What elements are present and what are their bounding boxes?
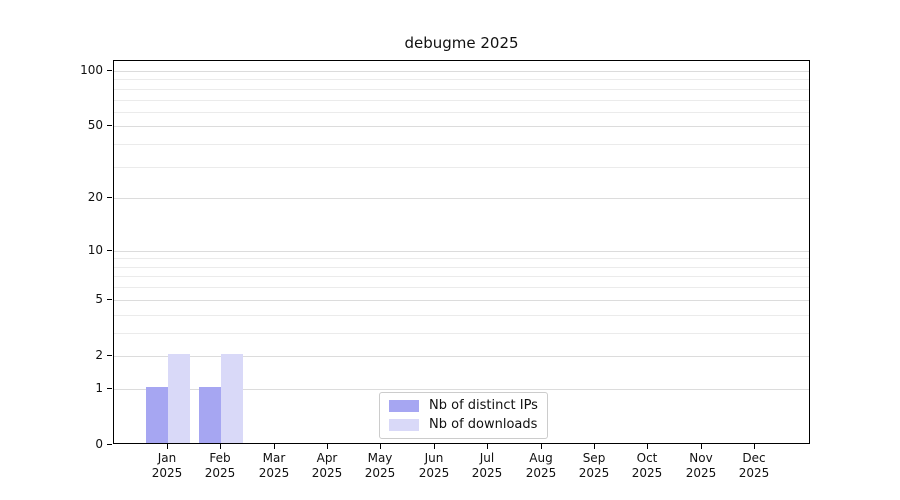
y-tick-label-2: 2 xyxy=(95,348,103,362)
x-label-year-jan: 2025 xyxy=(151,466,183,480)
bars-layer xyxy=(114,61,809,443)
bar-distinct-ips-jan-2025 xyxy=(146,387,168,443)
x-label-month-jun: Jun xyxy=(424,451,444,465)
x-label-aug-2025: Aug 2025 xyxy=(509,451,573,481)
bar-distinct-ips-feb-2025 xyxy=(199,387,221,443)
x-label-year-may: 2025 xyxy=(364,466,396,480)
chart-title: debugme 2025 xyxy=(404,34,519,52)
x-label-year-jun: 2025 xyxy=(418,466,450,480)
x-label-dec-2025: Dec 2025 xyxy=(722,451,786,481)
gridline-minor-7 xyxy=(114,276,809,277)
gridline-major-5 xyxy=(114,300,809,301)
gridline-minor-3 xyxy=(114,333,809,334)
x-tick-dec-2025 xyxy=(754,444,755,449)
x-label-jan-2025: Jan 2025 xyxy=(135,451,199,481)
gridline-major-1 xyxy=(114,389,809,390)
y-tick-5 xyxy=(107,299,112,300)
gridline-minor-70 xyxy=(114,100,809,101)
x-label-nov-2025: Nov 2025 xyxy=(669,451,733,481)
y-tick-1 xyxy=(107,388,112,389)
x-label-year-mar: 2025 xyxy=(258,466,290,480)
x-label-year-feb: 2025 xyxy=(204,466,236,480)
bar-downloads-feb-2025 xyxy=(221,354,243,443)
gridline-minor-9 xyxy=(114,258,809,259)
x-tick-feb-2025 xyxy=(220,444,221,449)
gridlines-layer xyxy=(114,61,809,443)
gridline-major-50 xyxy=(114,126,809,127)
x-label-month-aug: Aug xyxy=(529,451,553,465)
plot-area: Nb of distinct IPs Nb of downloads xyxy=(113,60,810,444)
gridline-minor-80 xyxy=(114,89,809,90)
x-label-month-mar: Mar xyxy=(262,451,286,465)
x-tick-jul-2025 xyxy=(487,444,488,449)
y-tick-10 xyxy=(107,250,112,251)
x-tick-may-2025 xyxy=(380,444,381,449)
x-label-month-nov: Nov xyxy=(689,451,713,465)
y-tick-label-50: 50 xyxy=(87,118,103,132)
legend-item-distinct-ips: Nb of distinct IPs xyxy=(389,398,538,414)
x-label-year-sep: 2025 xyxy=(578,466,610,480)
gridline-minor-6 xyxy=(114,287,809,288)
y-tick-label-20: 20 xyxy=(87,190,103,204)
x-label-year-dec: 2025 xyxy=(738,466,770,480)
x-tick-jan-2025 xyxy=(167,444,168,449)
gridline-minor-30 xyxy=(114,167,809,168)
legend-label-downloads: Nb of downloads xyxy=(429,417,538,432)
legend-item-downloads: Nb of downloads xyxy=(389,417,538,433)
legend-swatch-distinct-ips xyxy=(389,400,419,412)
y-tick-label-10: 10 xyxy=(87,243,103,257)
x-label-apr-2025: Apr 2025 xyxy=(295,451,359,481)
legend: Nb of distinct IPs Nb of downloads xyxy=(379,392,548,439)
x-label-year-jul: 2025 xyxy=(471,466,503,480)
y-tick-label-1: 1 xyxy=(95,381,103,395)
y-tick-2 xyxy=(107,355,112,356)
y-tick-label-5: 5 xyxy=(95,292,103,306)
x-label-month-feb: Feb xyxy=(209,451,231,465)
y-tick-label-0: 0 xyxy=(95,437,103,451)
x-label-mar-2025: Mar 2025 xyxy=(242,451,306,481)
x-label-year-aug: 2025 xyxy=(525,466,557,480)
x-tick-mar-2025 xyxy=(274,444,275,449)
x-tick-oct-2025 xyxy=(647,444,648,449)
x-label-oct-2025: Oct 2025 xyxy=(615,451,679,481)
legend-swatch-downloads xyxy=(389,419,419,431)
bar-downloads-jan-2025 xyxy=(168,354,190,443)
y-tick-0 xyxy=(107,444,112,445)
x-tick-aug-2025 xyxy=(541,444,542,449)
x-label-year-nov: 2025 xyxy=(685,466,717,480)
x-label-feb-2025: Feb 2025 xyxy=(188,451,252,481)
gridline-major-10 xyxy=(114,251,809,252)
gridline-minor-8 xyxy=(114,267,809,268)
gridline-minor-4 xyxy=(114,315,809,316)
gridline-minor-90 xyxy=(114,79,809,80)
gridline-major-100 xyxy=(114,71,809,72)
x-label-may-2025: May 2025 xyxy=(348,451,412,481)
y-tick-20 xyxy=(107,197,112,198)
x-tick-apr-2025 xyxy=(327,444,328,449)
x-label-year-apr: 2025 xyxy=(311,466,343,480)
x-tick-sep-2025 xyxy=(594,444,595,449)
y-tick-100 xyxy=(107,70,112,71)
x-label-month-oct: Oct xyxy=(636,451,658,465)
x-tick-jun-2025 xyxy=(434,444,435,449)
gridline-minor-40 xyxy=(114,144,809,145)
x-label-month-sep: Sep xyxy=(582,451,606,465)
x-label-month-jan: Jan xyxy=(157,451,177,465)
gridline-major-20 xyxy=(114,198,809,199)
x-label-year-oct: 2025 xyxy=(631,466,663,480)
x-label-month-jul: Jul xyxy=(479,451,495,465)
x-label-jul-2025: Jul 2025 xyxy=(455,451,519,481)
x-label-jun-2025: Jun 2025 xyxy=(402,451,466,481)
x-label-sep-2025: Sep 2025 xyxy=(562,451,626,481)
y-tick-50 xyxy=(107,125,112,126)
gridline-minor-60 xyxy=(114,112,809,113)
x-label-month-apr: Apr xyxy=(316,451,338,465)
y-tick-label-100: 100 xyxy=(80,63,103,77)
legend-label-distinct-ips: Nb of distinct IPs xyxy=(429,398,538,413)
x-tick-nov-2025 xyxy=(701,444,702,449)
gridline-major-2 xyxy=(114,356,809,357)
x-label-month-dec: Dec xyxy=(742,451,766,465)
x-label-month-may: May xyxy=(367,451,393,465)
